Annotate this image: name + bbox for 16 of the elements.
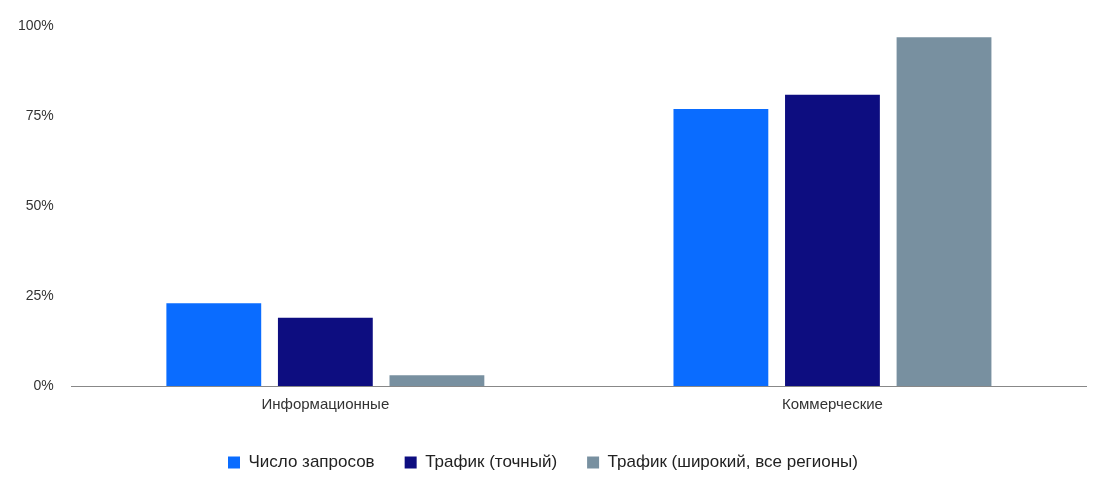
legend-label: Трафик (широкий, все регионы) bbox=[607, 452, 859, 472]
legend-label: Число запросов bbox=[248, 452, 375, 472]
bar bbox=[896, 37, 992, 386]
y-tick-label: 50% bbox=[25, 197, 54, 214]
x-tick-label: Коммерческие bbox=[781, 395, 883, 413]
bar bbox=[166, 303, 262, 386]
x-tick-label: Информационные bbox=[261, 395, 390, 413]
y-tick-label: 75% bbox=[25, 107, 54, 124]
legend-label: Трафик (точный) bbox=[425, 452, 558, 472]
y-tick-label: 25% bbox=[25, 286, 54, 303]
bar bbox=[389, 375, 485, 386]
y-tick-label: 0% bbox=[33, 376, 54, 393]
bar bbox=[277, 317, 373, 386]
y-tick-label: 100% bbox=[17, 17, 54, 34]
bar bbox=[785, 94, 880, 386]
bar bbox=[673, 109, 769, 386]
